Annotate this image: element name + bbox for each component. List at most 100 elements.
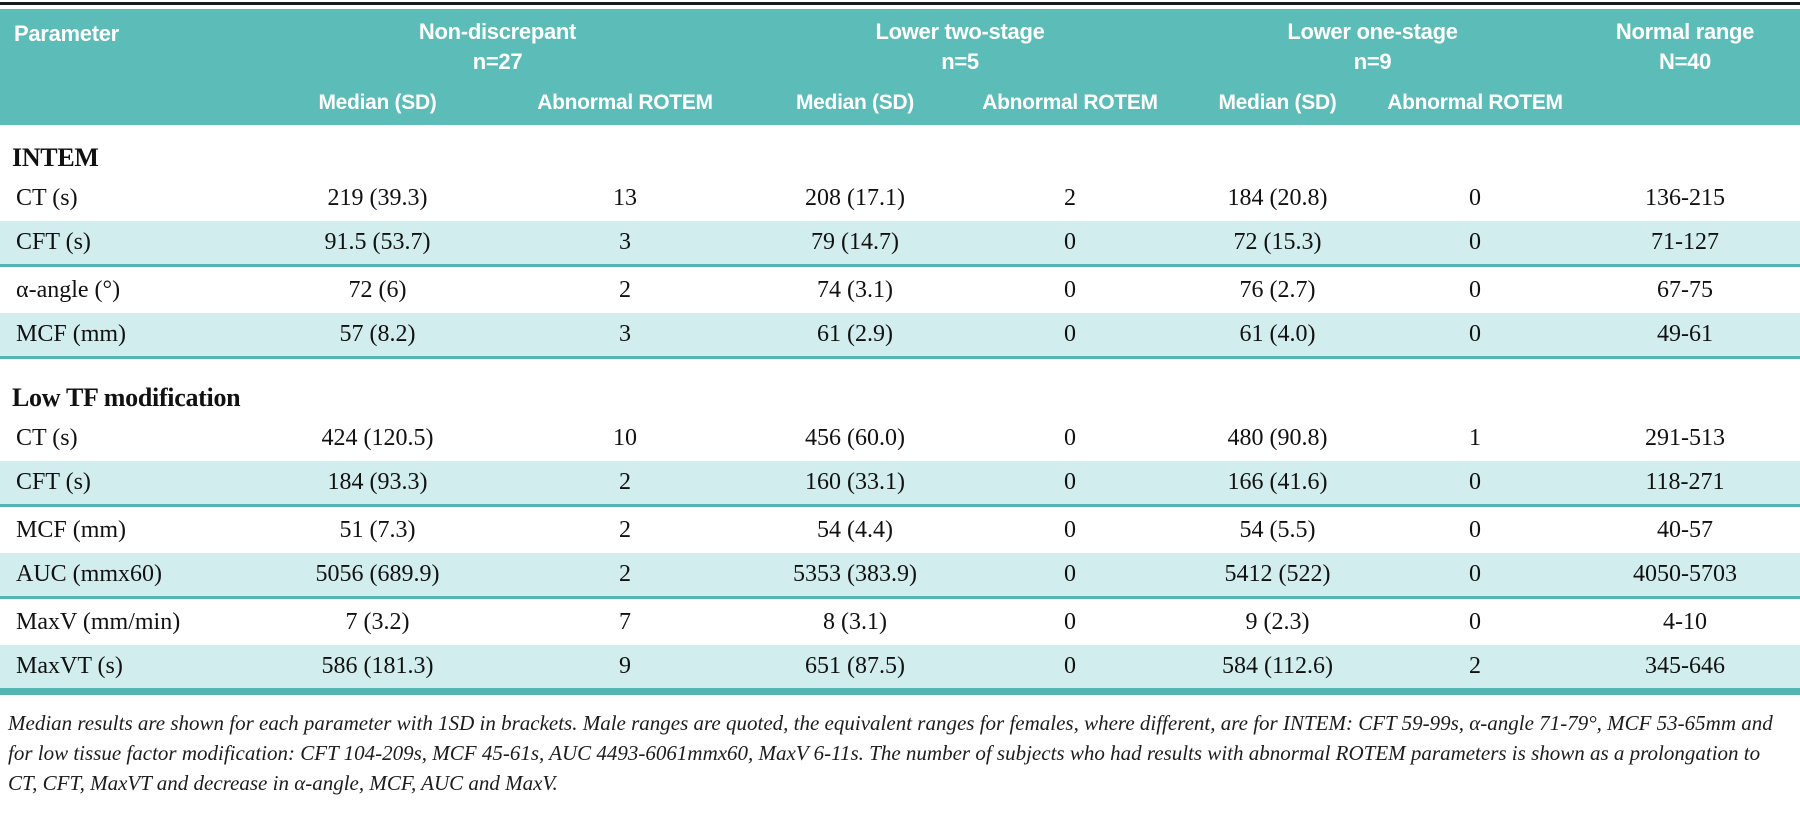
group-header-normal-range: Normal range N=40 (1570, 17, 1800, 77)
value-cell: 586 (181.3) (321, 653, 434, 679)
group-n: n=9 (1353, 49, 1392, 74)
value-cell: 4-10 (1663, 608, 1707, 635)
value-cell: 136-215 (1645, 184, 1725, 211)
table-body: INTEM CT (s) 219 (39.3) 13 208 (17.1) 2 184 (2… (0, 125, 1800, 695)
value-cell: 0 (1064, 608, 1076, 635)
parameter-cell: MaxV (mm/min) (16, 608, 181, 635)
value-cell: 584 (112.6) (1221, 653, 1334, 679)
group-name: Non-discrepant (418, 19, 577, 44)
value-cell: 57 (8.2) (339, 321, 416, 347)
value-cell: 184 (20.8) (1227, 184, 1328, 211)
table-row: CFT (s) 91.5 (53.7) 3 79 (14.7) 0 72 (15.3) 0 7… (0, 221, 1800, 267)
parameter-cell: CFT (s) (16, 469, 91, 495)
table-row: CT (s) 219 (39.3) 13 208 (17.1) 2 184 (20.8) 0… (0, 175, 1800, 221)
value-cell: 61 (4.0) (1239, 321, 1316, 347)
parameter-header: Parameter (14, 21, 119, 46)
value-cell: 0 (1469, 229, 1481, 255)
table-row: MCF (mm) 51 (7.3) 2 54 (4.4) 0 54 (5.5) 0 40-57 (0, 507, 1800, 553)
group-name: Lower two-stage (875, 19, 1045, 44)
subheader-abnormal-3: Abnormal ROTEM (1387, 91, 1563, 114)
value-cell: 9 (2.3) (1245, 608, 1310, 635)
subheader-median-1: Median (SD) (318, 91, 437, 114)
value-cell: 49-61 (1657, 321, 1713, 347)
value-cell: 5353 (383.9) (793, 561, 917, 587)
value-cell: 0 (1064, 561, 1076, 587)
value-cell: 0 (1064, 321, 1076, 347)
value-cell: 219 (39.3) (327, 184, 428, 211)
value-cell: 291-513 (1645, 424, 1725, 451)
value-cell: 2 (619, 469, 631, 495)
parameter-cell: MaxVT (s) (16, 653, 123, 679)
table-row: CFT (s) 184 (93.3) 2 160 (33.1) 0 166 (41.6) 0… (0, 461, 1800, 507)
value-cell: 0 (1064, 229, 1076, 255)
parameter-cell: MCF (mm) (16, 321, 127, 347)
value-cell: 72 (6) (348, 276, 407, 303)
value-cell: 166 (41.6) (1227, 469, 1328, 495)
value-cell: 5056 (689.9) (315, 561, 440, 587)
value-cell: 54 (4.4) (817, 516, 893, 543)
table-footnote: Median results are shown for each parame… (8, 711, 1773, 795)
table-row: α-angle (°) 72 (6) 2 74 (3.1) 0 76 (2.7) 0 67-7… (0, 267, 1800, 313)
group-n: N=40 (1658, 49, 1711, 74)
value-cell: 91.5 (53.7) (324, 229, 431, 255)
parameter-cell: CFT (s) (16, 229, 91, 255)
group-n: n=5 (941, 49, 979, 74)
value-cell: 184 (93.3) (327, 469, 428, 495)
group-header-lower-one-stage: Lower one-stage n=9 (1175, 17, 1570, 77)
value-cell: 67-75 (1657, 276, 1713, 303)
value-cell: 2 (1064, 184, 1076, 211)
value-cell: 3 (619, 229, 631, 255)
parameter-cell: MCF (mm) (16, 516, 127, 543)
table-row: MaxVT (s) 586 (181.3) 9 651 (87.5) 0 584 (112… (0, 645, 1800, 691)
value-cell: 76 (2.7) (1239, 276, 1316, 303)
value-cell: 8 (3.1) (823, 608, 887, 635)
group-n: n=27 (472, 49, 523, 74)
value-cell: 2 (619, 516, 631, 543)
value-cell: 160 (33.1) (805, 469, 905, 495)
parameter-cell: AUC (mmx60) (16, 561, 162, 587)
group-header-lower-two-stage: Lower two-stage n=5 (745, 17, 1175, 77)
value-cell: 2 (1469, 653, 1481, 679)
table-row: AUC (mmx60) 5056 (689.9) 2 5353 (383.9) 0 541… (0, 553, 1800, 599)
value-cell: 1 (1469, 424, 1481, 451)
group-header-non-discrepant: Non-discrepant n=27 (250, 17, 745, 77)
group-name: Normal range (1615, 19, 1755, 44)
value-cell: 13 (613, 184, 637, 211)
value-cell: 61 (2.9) (817, 321, 893, 347)
value-cell: 0 (1064, 276, 1076, 303)
value-cell: 0 (1469, 184, 1481, 211)
value-cell: 10 (613, 424, 637, 451)
value-cell: 424 (120.5) (321, 424, 434, 451)
table-header: Parameter Non-discrepant n=27 Lower two-… (0, 9, 1800, 125)
value-cell: 74 (3.1) (817, 276, 893, 303)
value-cell: 4050-5703 (1633, 561, 1737, 587)
value-cell: 118-271 (1645, 469, 1725, 495)
value-cell: 3 (619, 321, 631, 347)
subheader-abnormal-2: Abnormal ROTEM (982, 91, 1158, 114)
subheader-median-2: Median (SD) (795, 91, 915, 114)
subheader-abnormal-1: Abnormal ROTEM (537, 91, 713, 114)
value-cell: 9 (619, 653, 631, 679)
value-cell: 0 (1469, 276, 1481, 303)
section-title: INTEM (12, 143, 99, 172)
value-cell: 651 (87.5) (805, 653, 905, 679)
value-cell: 0 (1469, 608, 1481, 635)
value-cell: 7 (3.2) (345, 608, 410, 635)
table-row: MCF (mm) 57 (8.2) 3 61 (2.9) 0 61 (4.0) 0 49-61 (0, 313, 1800, 359)
value-cell: 2 (619, 276, 631, 303)
value-cell: 71-127 (1651, 229, 1719, 255)
value-cell: 208 (17.1) (805, 184, 905, 211)
value-cell: 0 (1064, 424, 1076, 451)
value-cell: 0 (1064, 516, 1076, 543)
value-cell: 0 (1469, 561, 1481, 587)
value-cell: 0 (1469, 321, 1481, 347)
value-cell: 345-646 (1645, 653, 1725, 679)
top-rule (0, 2, 1800, 5)
value-cell: 79 (14.7) (811, 229, 899, 255)
value-cell: 54 (5.5) (1239, 516, 1316, 543)
header-subrow: Median (SD) Abnormal ROTEM Median (SD) A… (0, 91, 1800, 115)
value-cell: 0 (1469, 516, 1481, 543)
header-group-row: Parameter Non-discrepant n=27 Lower two-… (0, 17, 1800, 77)
value-cell: 2 (619, 561, 631, 587)
parameter-cell: CT (s) (16, 184, 78, 211)
